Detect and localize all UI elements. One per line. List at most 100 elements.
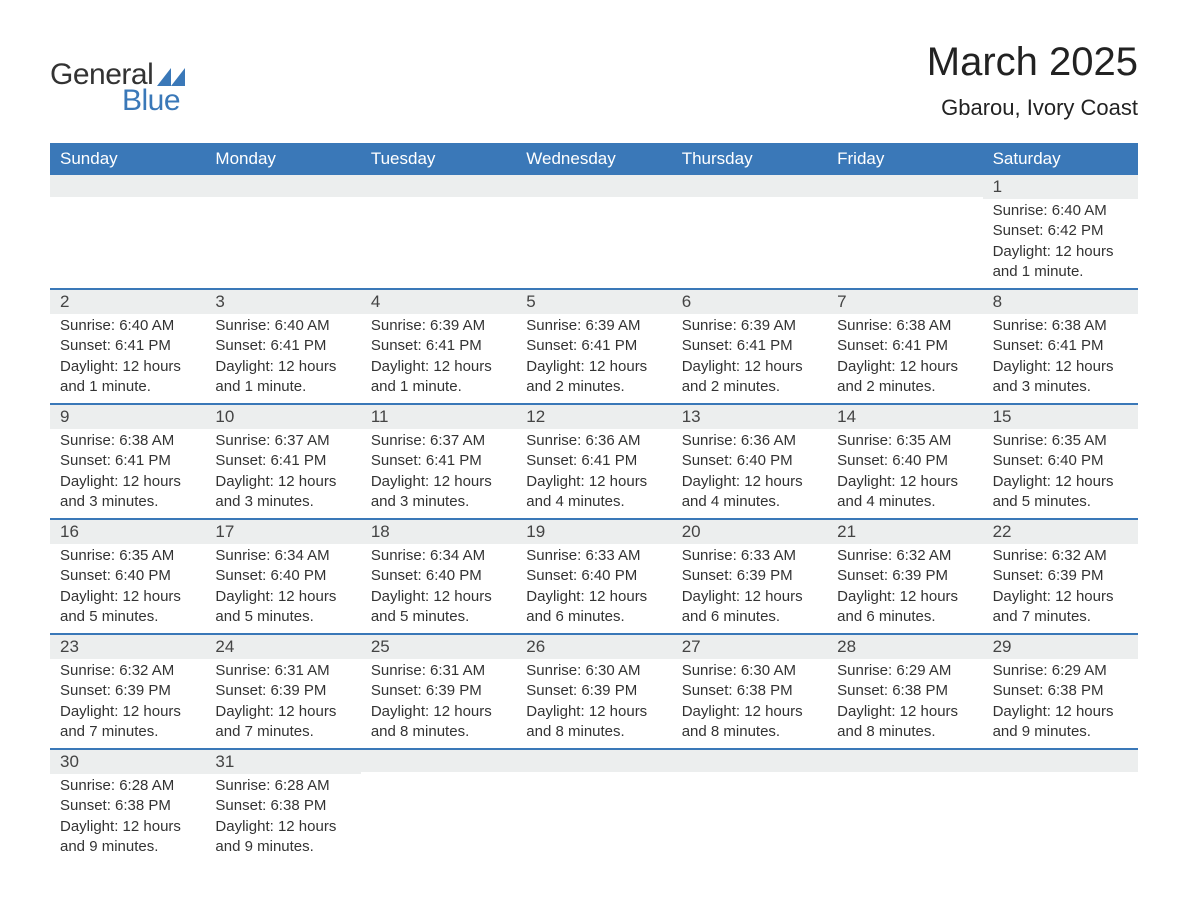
sunset-label: Sunset: xyxy=(993,222,1044,239)
day-details: Sunrise: 6:33 AMSunset: 6:40 PMDaylight:… xyxy=(526,546,661,627)
day-number: 14 xyxy=(837,407,856,426)
sunrise-line: Sunrise: 6:30 AM xyxy=(682,661,817,681)
day-number: 16 xyxy=(60,522,79,541)
sunset-value: 6:39 PM xyxy=(115,682,171,699)
calendar-day-cell: 27Sunrise: 6:30 AMSunset: 6:38 PMDayligh… xyxy=(672,635,827,748)
day-number: 2 xyxy=(60,292,69,311)
daylight-line: Daylight: 12 hours and 5 minutes. xyxy=(215,587,350,628)
sunset-line: Sunset: 6:40 PM xyxy=(215,566,350,586)
day-number-strip: 13 xyxy=(672,405,827,429)
calendar-day-cell: 17Sunrise: 6:34 AMSunset: 6:40 PMDayligh… xyxy=(205,520,360,633)
sunrise-value: 6:35 AM xyxy=(1052,432,1107,449)
day-number: 26 xyxy=(526,637,545,656)
sunset-label: Sunset: xyxy=(60,452,111,469)
day-details: Sunrise: 6:35 AMSunset: 6:40 PMDaylight:… xyxy=(60,546,195,627)
day-number-strip: 15 xyxy=(983,405,1138,429)
daylight-label: Daylight: xyxy=(837,358,895,375)
sunset-value: 6:41 PM xyxy=(581,452,637,469)
daylight-label: Daylight: xyxy=(60,818,118,835)
calendar-day-cell: 15Sunrise: 6:35 AMSunset: 6:40 PMDayligh… xyxy=(983,405,1138,518)
calendar-week: 16 Sunrise: 6:35 AMSunset: 6:40 PMDayligh… xyxy=(50,518,1138,633)
sunset-label: Sunset: xyxy=(60,797,111,814)
day-number: 27 xyxy=(682,637,701,656)
sunset-line: Sunset: 6:40 PM xyxy=(60,566,195,586)
sunset-value: 6:40 PM xyxy=(892,452,948,469)
calendar-day-cell xyxy=(361,750,516,863)
sunrise-line: Sunrise: 6:40 AM xyxy=(60,316,195,336)
day-number: 18 xyxy=(371,522,390,541)
daylight-label: Daylight: xyxy=(371,588,429,605)
day-number: 4 xyxy=(371,292,380,311)
day-number-strip: 12 xyxy=(516,405,671,429)
day-number: 9 xyxy=(60,407,69,426)
day-number-strip xyxy=(205,175,360,197)
sunrise-label: Sunrise: xyxy=(526,317,581,334)
day-details: Sunrise: 6:40 AMSunset: 6:41 PMDaylight:… xyxy=(215,316,350,397)
sunrise-value: 6:30 AM xyxy=(741,662,796,679)
calendar-day-cell: 1Sunrise: 6:40 AMSunset: 6:42 PMDaylight… xyxy=(983,175,1138,288)
header: General Blue March 2025 Gbarou, Ivory Co… xyxy=(50,40,1138,121)
calendar-day-cell: 16 Sunrise: 6:35 AMSunset: 6:40 PMDayligh… xyxy=(50,520,205,633)
sunset-value: 6:39 PM xyxy=(581,682,637,699)
sunset-line: Sunset: 6:40 PM xyxy=(682,451,817,471)
sunset-value: 6:40 PM xyxy=(1048,452,1104,469)
calendar-day-cell xyxy=(50,175,205,288)
day-number: 21 xyxy=(837,522,856,541)
daylight-line: Daylight: 12 hours and 2 minutes. xyxy=(526,357,661,398)
day-number: 15 xyxy=(993,407,1012,426)
day-number-strip: 6 xyxy=(672,290,827,314)
calendar-header-cell: Wednesday xyxy=(516,143,671,175)
sunset-label: Sunset: xyxy=(682,452,733,469)
day-number-strip xyxy=(983,750,1138,772)
daylight-label: Daylight: xyxy=(215,588,273,605)
day-number: 11 xyxy=(371,407,389,426)
daylight-line: Daylight: 12 hours and 1 minute. xyxy=(60,357,195,398)
calendar-day-cell: 25Sunrise: 6:31 AMSunset: 6:39 PMDayligh… xyxy=(361,635,516,748)
sunrise-line: Sunrise: 6:31 AM xyxy=(371,661,506,681)
day-number: 17 xyxy=(215,522,234,541)
sunrise-line: Sunrise: 6:31 AM xyxy=(215,661,350,681)
sunrise-label: Sunrise: xyxy=(215,432,270,449)
day-number-strip xyxy=(827,750,982,772)
day-number-strip: 16 xyxy=(50,520,205,544)
sunset-line: Sunset: 6:38 PM xyxy=(60,796,195,816)
day-number-strip xyxy=(361,750,516,772)
sunrise-label: Sunrise: xyxy=(60,662,115,679)
day-details: Sunrise: 6:38 AMSunset: 6:41 PMDaylight:… xyxy=(60,431,195,512)
sunset-value: 6:41 PM xyxy=(426,337,482,354)
sunset-value: 6:41 PM xyxy=(115,337,171,354)
calendar-day-cell: 12Sunrise: 6:36 AMSunset: 6:41 PMDayligh… xyxy=(516,405,671,518)
day-details: Sunrise: 6:36 AMSunset: 6:41 PMDaylight:… xyxy=(526,431,661,512)
sunrise-label: Sunrise: xyxy=(60,432,115,449)
calendar-day-cell xyxy=(516,175,671,288)
location: Gbarou, Ivory Coast xyxy=(927,95,1138,121)
day-number-strip xyxy=(672,750,827,772)
sunset-value: 6:38 PM xyxy=(1048,682,1104,699)
sunrise-line: Sunrise: 6:34 AM xyxy=(371,546,506,566)
day-number-strip xyxy=(516,750,671,772)
daylight-label: Daylight: xyxy=(682,703,740,720)
sunset-line: Sunset: 6:39 PM xyxy=(993,566,1128,586)
day-number-strip xyxy=(50,175,205,197)
calendar-day-cell: 18Sunrise: 6:34 AMSunset: 6:40 PMDayligh… xyxy=(361,520,516,633)
logo-triangle-icon xyxy=(157,68,185,86)
sunset-line: Sunset: 6:41 PM xyxy=(215,336,350,356)
sunset-value: 6:41 PM xyxy=(115,452,171,469)
daylight-line: Daylight: 12 hours and 4 minutes. xyxy=(682,472,817,513)
sunset-line: Sunset: 6:41 PM xyxy=(60,336,195,356)
daylight-label: Daylight: xyxy=(526,358,584,375)
sunrise-value: 6:39 AM xyxy=(585,317,640,334)
sunrise-label: Sunrise: xyxy=(215,777,270,794)
day-number-strip: 21 xyxy=(827,520,982,544)
day-details: Sunrise: 6:40 AMSunset: 6:42 PMDaylight:… xyxy=(993,201,1128,282)
sunrise-label: Sunrise: xyxy=(837,547,892,564)
daylight-line: Daylight: 12 hours and 8 minutes. xyxy=(837,702,972,743)
day-number-strip: 1 xyxy=(983,175,1138,199)
daylight-label: Daylight: xyxy=(371,358,429,375)
sunrise-label: Sunrise: xyxy=(682,547,737,564)
day-details: Sunrise: 6:38 AMSunset: 6:41 PMDaylight:… xyxy=(837,316,972,397)
sunset-value: 6:41 PM xyxy=(270,452,326,469)
sunrise-value: 6:30 AM xyxy=(585,662,640,679)
sunrise-value: 6:32 AM xyxy=(896,547,951,564)
day-number-strip: 20 xyxy=(672,520,827,544)
